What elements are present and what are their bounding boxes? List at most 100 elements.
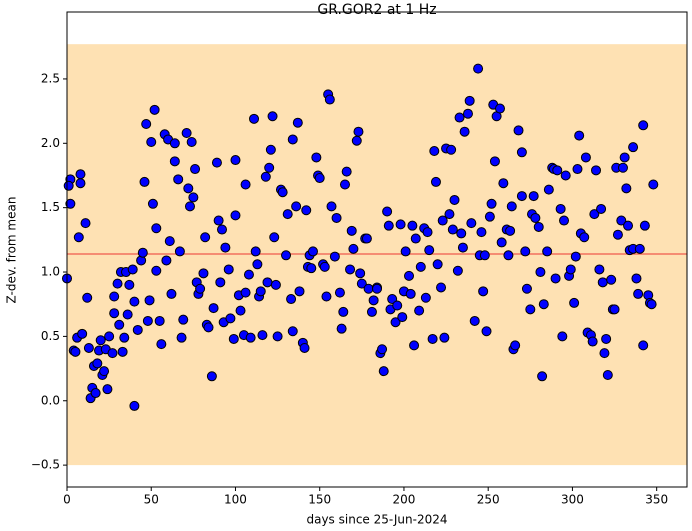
x-tick-label: 100	[224, 493, 247, 507]
point	[215, 277, 226, 288]
point	[555, 203, 566, 214]
x-tick-label: 250	[477, 493, 500, 507]
point	[462, 108, 473, 119]
point	[528, 191, 539, 202]
point	[638, 340, 649, 351]
point	[446, 144, 457, 155]
point	[486, 198, 497, 209]
point	[569, 297, 580, 308]
point	[151, 265, 162, 276]
point	[109, 308, 120, 319]
point	[616, 215, 627, 226]
point	[505, 225, 516, 236]
point	[596, 203, 607, 214]
point	[190, 164, 201, 175]
point	[286, 294, 297, 305]
point	[382, 206, 393, 217]
point	[533, 221, 544, 232]
x-tick-label: 0	[63, 493, 71, 507]
point	[407, 220, 418, 231]
point	[107, 348, 118, 359]
point	[498, 178, 509, 189]
point	[489, 156, 500, 167]
point	[269, 232, 280, 243]
point	[73, 232, 84, 243]
point	[572, 164, 583, 175]
point	[341, 166, 352, 177]
point	[430, 176, 441, 187]
point	[631, 273, 642, 284]
point	[449, 194, 460, 205]
y-tick-label: 2.0	[41, 136, 60, 150]
point	[377, 344, 388, 355]
point	[466, 218, 477, 229]
point	[444, 209, 455, 220]
point	[648, 179, 659, 190]
point	[257, 330, 268, 341]
point	[479, 250, 490, 261]
chart-title: GR.GOR2 at 1 Hz	[317, 2, 436, 18]
point	[183, 183, 194, 194]
point	[151, 223, 162, 234]
point	[537, 371, 548, 382]
point	[597, 277, 608, 288]
point	[90, 388, 101, 399]
point	[161, 255, 172, 266]
point	[560, 170, 571, 181]
point	[397, 312, 408, 323]
point	[223, 264, 234, 275]
point	[459, 126, 470, 137]
point	[638, 120, 649, 131]
point	[255, 286, 266, 297]
point	[169, 138, 180, 149]
point	[186, 137, 197, 148]
y-tick-label: 1.0	[41, 265, 60, 279]
point	[513, 125, 524, 136]
point	[83, 342, 94, 353]
point	[324, 94, 335, 105]
point	[589, 209, 600, 220]
point	[139, 176, 150, 187]
point	[169, 156, 180, 167]
x-tick-label: 150	[308, 493, 331, 507]
point	[245, 332, 256, 343]
point	[633, 288, 644, 299]
point	[570, 251, 581, 262]
point	[252, 259, 263, 270]
point	[427, 333, 438, 344]
point	[543, 184, 554, 195]
point	[550, 273, 561, 284]
point	[306, 263, 317, 274]
point	[208, 303, 219, 314]
point	[249, 113, 260, 124]
point	[65, 198, 76, 209]
point	[587, 336, 598, 347]
point	[538, 299, 549, 310]
y-tick-label: 0.5	[41, 329, 60, 343]
point	[260, 171, 271, 182]
point	[520, 246, 531, 257]
point	[372, 283, 382, 294]
point	[164, 236, 175, 247]
point	[331, 212, 342, 223]
point	[326, 201, 337, 212]
point	[447, 224, 458, 235]
point	[240, 179, 251, 190]
point	[516, 191, 527, 202]
point	[178, 314, 189, 325]
point	[557, 331, 568, 342]
point	[506, 201, 517, 212]
point	[109, 291, 120, 302]
point	[200, 232, 211, 243]
point	[144, 295, 155, 306]
point	[270, 279, 281, 290]
point	[439, 332, 450, 343]
point	[559, 215, 570, 226]
y-axis-label: Z-dev. from mean	[5, 197, 19, 304]
point	[104, 331, 115, 342]
point	[220, 242, 231, 253]
point	[291, 201, 302, 212]
point	[351, 135, 362, 146]
point	[378, 366, 389, 377]
